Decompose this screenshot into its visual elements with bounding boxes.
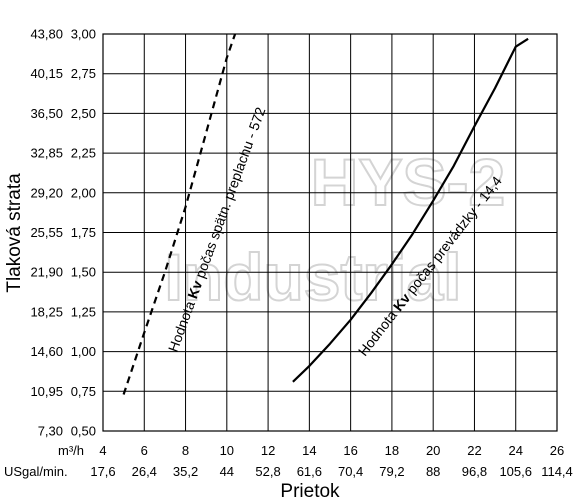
x-tick-label-secondary: 44 [220,464,234,479]
x-tick-label: 18 [385,443,399,458]
x-tick-label: 6 [141,443,148,458]
y-tick-label-secondary: 32,85 [30,146,63,161]
y-tick-label-secondary: 7,30 [38,424,63,439]
x-tick-label-secondary: 52,8 [255,464,280,479]
y-tick-label-secondary: 43,80 [30,27,63,42]
y-tick-label: 3,00 [71,27,96,42]
x-tick-label-secondary: 105,6 [499,464,532,479]
y-tick-label: 1,75 [71,225,96,240]
x-tick-label: 12 [261,443,275,458]
series-line-operation [292,37,529,383]
x-tick-label: 22 [467,443,481,458]
y-tick-label-secondary: 18,25 [30,304,63,319]
y-tick-label-secondary: 36,50 [30,106,63,121]
watermark: HYS-2 Industrial [163,144,506,315]
x-tick-label-secondary: 88 [426,464,440,479]
x-tick-label: 8 [182,443,189,458]
y-axis-title: Tlaková strata [4,173,25,293]
x-unit-primary: m³/h [58,443,84,458]
x-tick-label-secondary: 26,4 [132,464,157,479]
x-tick-label-secondary: 35,2 [173,464,198,479]
plot-frame [102,33,558,432]
watermark-text: HYS-2 [311,145,505,219]
y-tick-label: 2,75 [71,66,96,81]
x-tick-label-secondary: 114,4 [541,464,573,479]
x-tick-label: 26 [550,443,564,458]
y-tick-label-secondary: 25,55 [30,225,63,240]
watermark-text: Industrial [164,240,461,314]
y-tick-label-secondary: 29,20 [30,185,63,200]
y-tick-label: 1,00 [71,344,96,359]
x-tick-label: 14 [302,443,316,458]
x-tick-label-secondary: 96,8 [462,464,487,479]
y-tick-label-secondary: 14,60 [30,344,63,359]
y-tick-label-secondary: 21,90 [30,265,63,280]
chart-series [122,33,529,395]
x-unit-secondary: USgal/min. [4,464,68,479]
x-tick-label-secondary: 70,4 [338,464,363,479]
x-tick-label: 10 [220,443,234,458]
x-tick-label: 20 [426,443,440,458]
x-tick-label-secondary: 61,6 [297,464,322,479]
y-tick-label: 2,00 [71,185,96,200]
series-annotations: Hodnota Kv počas spätn. preplachu - 572H… [165,105,505,359]
series-label-backwash: Hodnota Kv počas spätn. preplachu - 572 [165,105,269,354]
x-tick-label: 4 [99,443,106,458]
x-tick-label-secondary: 79,2 [379,464,404,479]
x-tick-label: 16 [343,443,357,458]
y-tick-label: 0,50 [71,424,96,439]
x-axis-title: Prietok [280,481,340,502]
y-tick-label: 2,25 [71,146,96,161]
x-tick-label-secondary: 17,6 [90,464,115,479]
y-tick-label: 1,50 [71,265,96,280]
y-tick-label-secondary: 40,15 [30,66,63,81]
y-tick-label-secondary: 10,95 [30,384,63,399]
chart-grid [102,33,558,432]
y-tick-label: 1,25 [71,304,96,319]
x-tick-label: 24 [508,443,522,458]
y-tick-label: 0,75 [71,384,96,399]
series-line-backwash [122,33,237,395]
y-tick-label: 2,50 [71,106,96,121]
tick-labels: 0,50 7,30 0,75 10,95 1,00 14,60 1,25 18,25 1,50 2… [30,27,572,480]
